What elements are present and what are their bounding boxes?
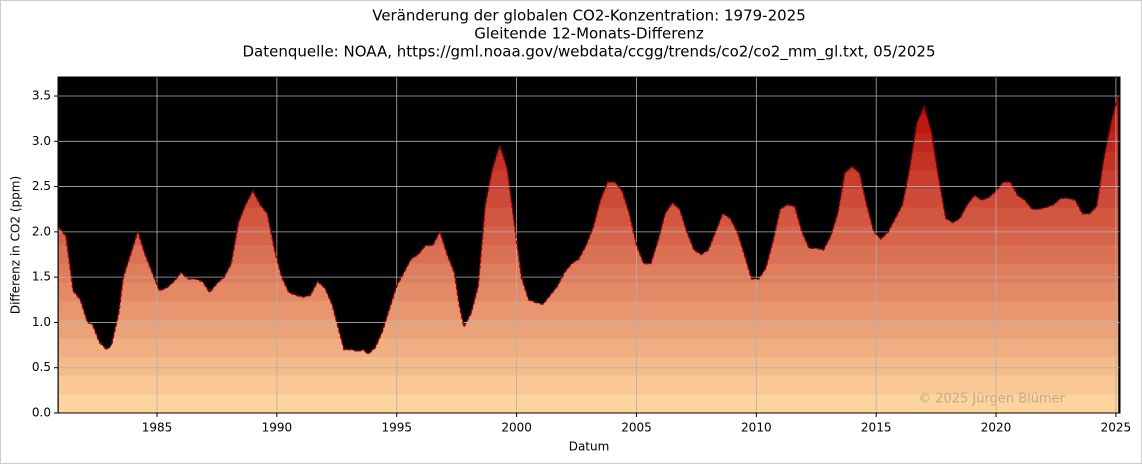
y-tick-label: 1.5: [32, 270, 51, 284]
x-tick-label: 2005: [621, 421, 652, 435]
y-tick-label: 2.0: [32, 224, 51, 238]
y-axis-label: Differenz in CO2 (ppm): [9, 176, 23, 314]
y-tick-label: 0.5: [32, 360, 51, 374]
plot-frame: [57, 76, 1121, 414]
x-axis-label: Datum: [569, 440, 610, 454]
x-tick-label: 1990: [262, 421, 293, 435]
x-tick-label: 2025: [1101, 421, 1132, 435]
x-tick-label: 2015: [861, 421, 892, 435]
line: [58, 95, 1120, 356]
x-tick-label: 2000: [501, 421, 532, 435]
chart-title: Veränderung der globalen CO2-Konzentrati…: [372, 7, 806, 25]
y-tick-label: 3.5: [32, 89, 51, 103]
y-tick-label: 3.0: [32, 134, 51, 148]
annotation: © 2025 Jürgen Blümer: [918, 392, 1066, 407]
area: [58, 96, 1119, 413]
chart-subtitle: Gleitende 12-Monats-Differenz: [474, 25, 704, 43]
x-tick-label: 1985: [142, 421, 173, 435]
x-tick-label: 2020: [981, 421, 1012, 435]
chart-source: Datenquelle: NOAA, https://gml.noaa.gov/…: [243, 43, 936, 62]
x-tick-label: 1995: [381, 421, 412, 435]
y-tick-label: 1.0: [32, 315, 51, 329]
y-tick-label: 2.5: [32, 179, 51, 193]
y-tick-label: 0.0: [32, 406, 51, 420]
x-tick-label: 2010: [741, 421, 772, 435]
